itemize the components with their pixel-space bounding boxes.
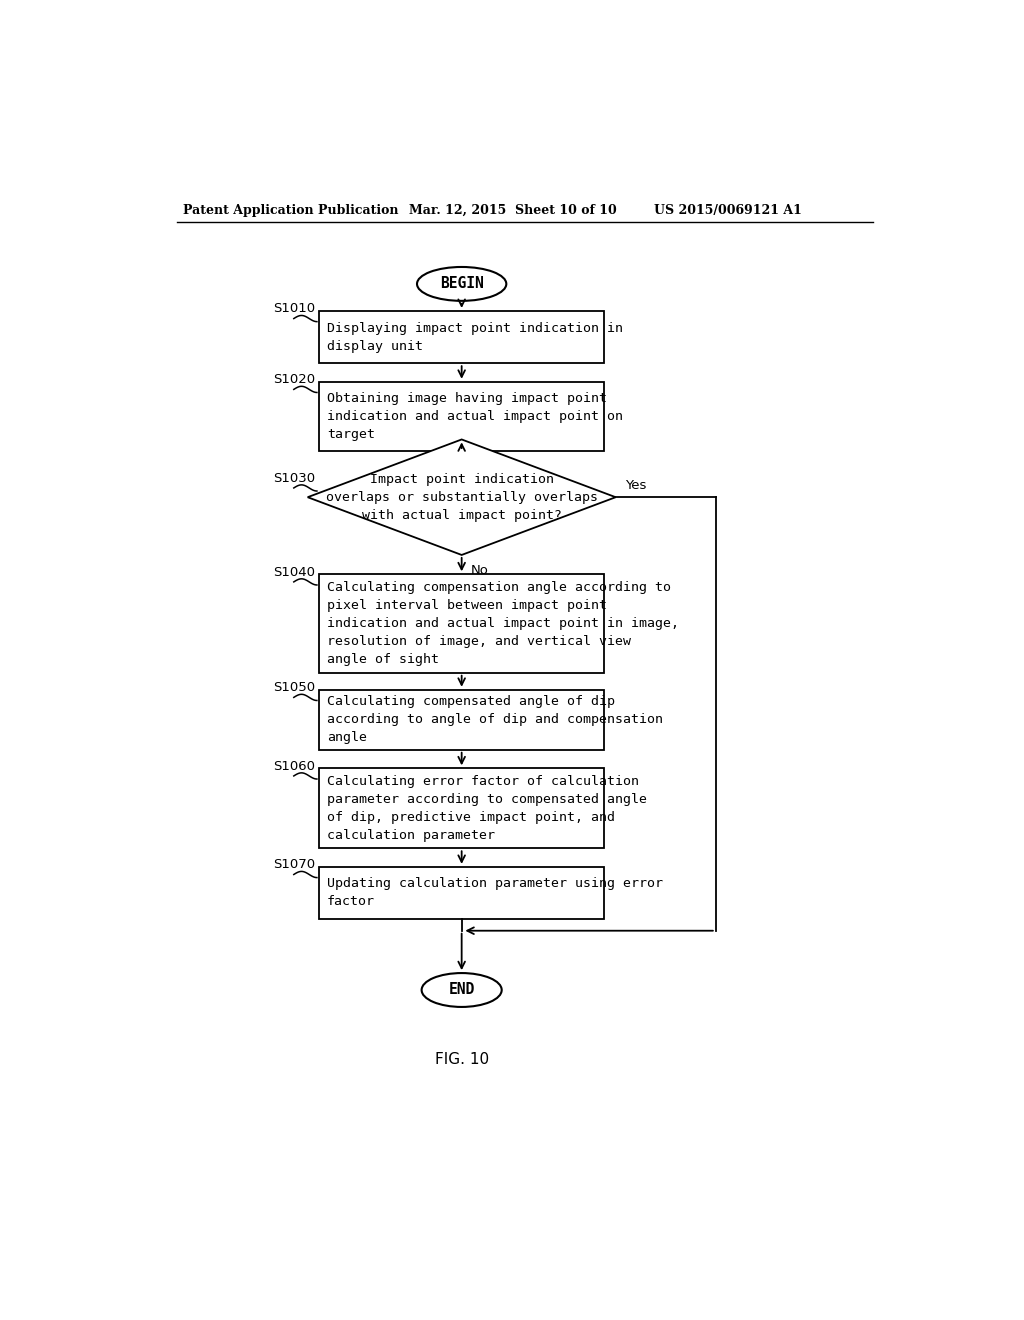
Bar <box>319 689 604 750</box>
Text: Calculating compensated angle of dip
according to angle of dip and compensation
: Calculating compensated angle of dip acc… <box>327 696 663 744</box>
Text: S1040: S1040 <box>273 566 315 579</box>
Text: Displaying impact point indication in
display unit: Displaying impact point indication in di… <box>327 322 623 352</box>
Ellipse shape <box>417 267 506 301</box>
Text: FIG. 10: FIG. 10 <box>434 1052 488 1067</box>
Text: END: END <box>449 982 475 998</box>
Text: S1060: S1060 <box>273 760 315 774</box>
Text: No: No <box>471 564 488 577</box>
Text: Calculating error factor of calculation
parameter according to compensated angle: Calculating error factor of calculation … <box>327 775 647 842</box>
Text: Mar. 12, 2015  Sheet 10 of 10: Mar. 12, 2015 Sheet 10 of 10 <box>410 205 617 218</box>
Text: Updating calculation parameter using error
factor: Updating calculation parameter using err… <box>327 878 663 908</box>
Text: Impact point indication
overlaps or substantially overlaps
with actual impact po: Impact point indication overlaps or subs… <box>326 473 598 521</box>
Text: Calculating compensation angle according to
pixel interval between impact point
: Calculating compensation angle according… <box>327 581 679 667</box>
Bar <box>319 381 604 451</box>
Text: Patent Application Publication: Patent Application Publication <box>183 205 398 218</box>
Text: Yes: Yes <box>625 479 646 492</box>
Ellipse shape <box>422 973 502 1007</box>
Text: S1030: S1030 <box>273 471 315 484</box>
Bar <box>319 312 604 363</box>
Text: S1020: S1020 <box>273 374 315 387</box>
Polygon shape <box>307 440 615 554</box>
Text: US 2015/0069121 A1: US 2015/0069121 A1 <box>654 205 802 218</box>
Bar <box>319 768 604 849</box>
Bar <box>319 574 604 673</box>
Text: Obtaining image having impact point
indication and actual impact point on
target: Obtaining image having impact point indi… <box>327 392 623 441</box>
Text: S1050: S1050 <box>273 681 315 694</box>
Text: S1070: S1070 <box>273 858 315 871</box>
Bar <box>319 867 604 919</box>
Text: S1010: S1010 <box>273 302 315 315</box>
Text: BEGIN: BEGIN <box>439 276 483 292</box>
